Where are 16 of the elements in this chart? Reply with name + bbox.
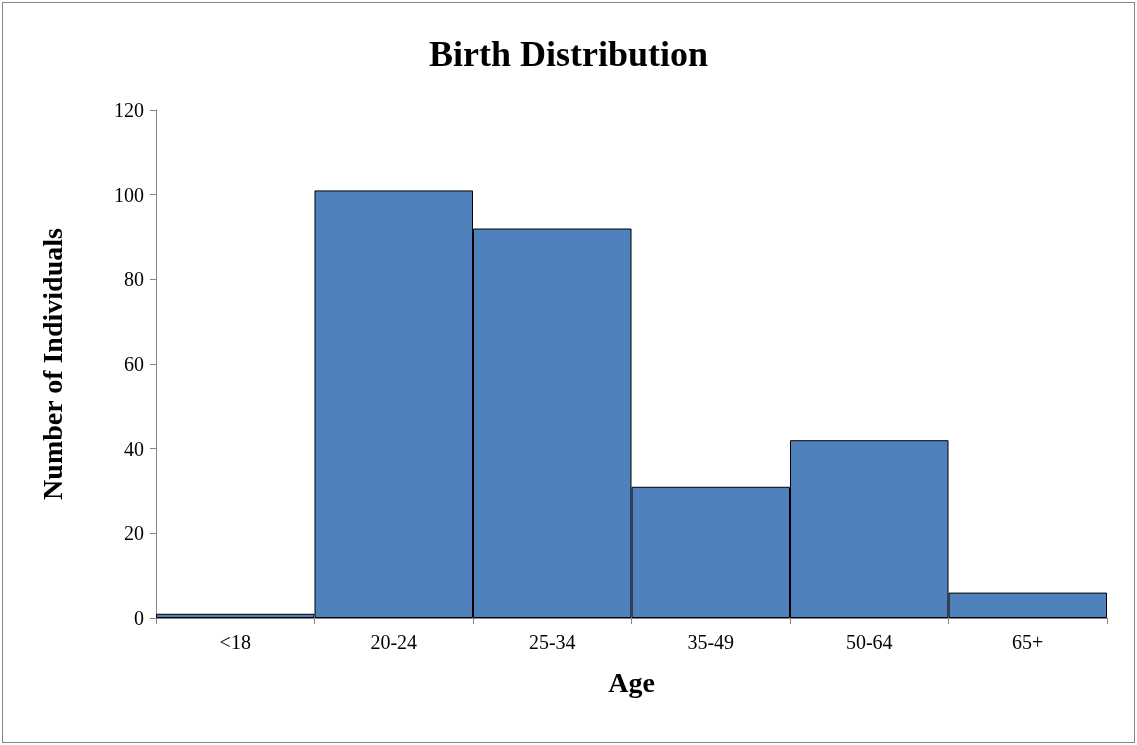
y-tick-label: 20 [124,522,144,545]
y-axis-title: Number of Individuals [36,228,68,500]
y-tick-label: 40 [124,437,144,460]
y-tick-label: 100 [114,183,144,206]
x-axis-title: Age [608,666,655,698]
x-tick-label: 65+ [1012,631,1044,653]
y-tick-label: 60 [124,353,144,375]
x-tick-label: 25-34 [528,631,576,653]
x-tick-label: <18 [219,631,251,653]
x-tick-label: 50-64 [845,631,893,653]
x-tick-label: 35-49 [687,631,735,653]
y-tick-label: 120 [114,99,144,121]
chart-title: Birth Distribution [428,34,709,74]
y-tick-label: 0 [134,607,144,629]
x-tick-label: 20-24 [370,631,418,653]
y-tick-label: 80 [124,268,144,291]
